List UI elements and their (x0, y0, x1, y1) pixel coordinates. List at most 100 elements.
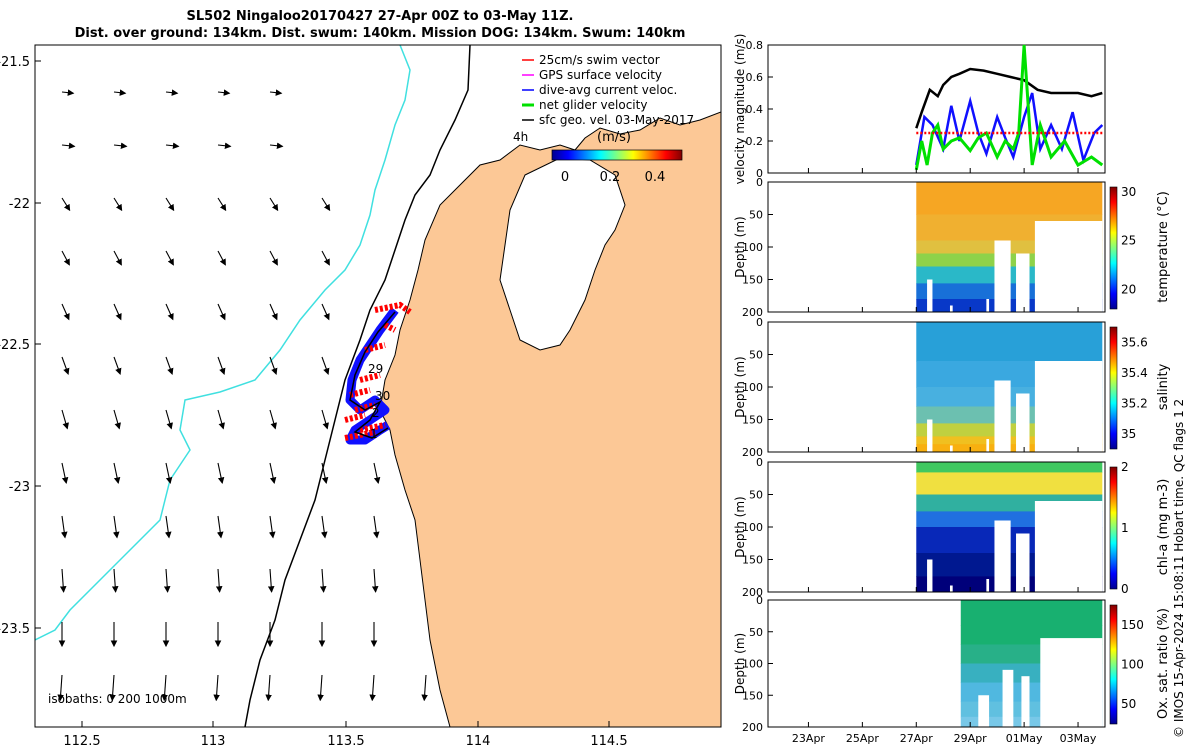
colorbar-tick-label: 35 (1121, 427, 1136, 441)
geo-arrow (269, 142, 284, 150)
profile-gap (1021, 676, 1030, 728)
profile-band (916, 182, 1103, 215)
geo-arrow (321, 356, 330, 375)
profile-gap (1034, 221, 1103, 313)
geo-arrow (61, 89, 75, 96)
geo-arrow (217, 89, 231, 96)
geo-arrow (112, 515, 120, 539)
profile-gap (986, 299, 990, 313)
y-tick-label: 0 (756, 167, 763, 180)
profile-band (916, 472, 1103, 495)
colorbar-tick-label: 1 (1121, 521, 1129, 535)
profile-colorbar (1109, 326, 1118, 450)
geo-arrow (165, 197, 175, 212)
y-tick-label: 0 (756, 456, 763, 469)
time-tick-label: 25Apr (846, 732, 880, 745)
lon-tick-label: 113.5 (327, 734, 364, 749)
lat-tick-label: -23 (9, 480, 30, 495)
geo-arrow (317, 674, 324, 702)
figure-title-line2: Dist. over ground: 134km. Dist. swum: 14… (74, 26, 686, 41)
geo-arrow (217, 250, 226, 266)
y-tick-label: 200 (742, 721, 763, 734)
y-tick-label: 200 (742, 586, 763, 599)
isobath-1000m (35, 45, 411, 641)
geo-arrow (269, 197, 279, 212)
profile-gap (986, 439, 990, 453)
profile-gap (927, 419, 933, 453)
profile-gap (978, 695, 990, 728)
geo-arrow (165, 89, 179, 96)
profile-gap (1016, 253, 1030, 313)
geo-arrow (421, 674, 428, 702)
y-tick-label: 150 (742, 689, 763, 702)
geo-arrow (319, 568, 327, 593)
profile-band (916, 462, 1103, 473)
geo-arrow (61, 356, 70, 375)
y-tick-label: 0.6 (746, 71, 764, 84)
geo-arrow (163, 568, 171, 593)
figure-title-line1: SL502 Ningaloo20170427 27-Apr 00Z to 03-… (186, 9, 574, 24)
colorbar-unit-label: (m/s) (597, 130, 631, 145)
profile-gap (994, 520, 1011, 593)
time-tick-label: 27Apr (900, 732, 934, 745)
geo-arrow (113, 303, 122, 321)
y-tick-label: 100 (742, 241, 763, 254)
y-tick-label: 50 (749, 489, 763, 502)
colorbar-label: salinity (1156, 363, 1171, 410)
geo-arrow (113, 197, 123, 212)
colorbar-tick-label: 0.2 (600, 170, 621, 185)
geo-arrow (61, 462, 69, 485)
geo-arrow (217, 303, 226, 321)
profile-panel: 0 50 100 150 200 Depth (m) 35 35.2 35.4 35.6 salin… (733, 316, 1171, 459)
y-tick-label: 150 (742, 414, 763, 427)
land-mass (379, 111, 721, 727)
map-panel: 112.5 113 113.5 114 114.5 -21.5 -22 -22.5 -23 -23… (0, 44, 722, 749)
y-tick-label: 150 (742, 274, 763, 287)
geo-arrow (57, 674, 64, 702)
geo-arrow (217, 462, 225, 485)
geo-arrow (113, 250, 122, 266)
profile-panel: 0 50 100 150 200 Depth (m) 0 1 2 chl-a (mg m-3) (733, 456, 1171, 599)
day-label: 2 (372, 406, 380, 420)
geo-arrow (59, 568, 67, 593)
profile-panel: 0 50 100 150 200 Depth (m) 20 25 30 temperature (… (733, 176, 1171, 319)
colorbar-label: chl-a (mg m-3) (1156, 479, 1171, 576)
geo-arrow (61, 250, 70, 266)
y-axis-label: Depth (m) (733, 216, 747, 277)
geo-arrow (369, 674, 376, 702)
profile-gap (927, 559, 933, 593)
time-tick-label: 01May (1006, 732, 1043, 745)
y-tick-label: 50 (749, 349, 763, 362)
geo-arrow (61, 303, 70, 321)
colorbar-tick-label: 20 (1121, 282, 1136, 296)
y-axis-label: Depth (m) (733, 633, 747, 694)
profile-gap (986, 579, 990, 593)
map-colorbar (551, 149, 683, 161)
y-tick-label: 100 (742, 521, 763, 534)
y-tick-label: 0 (756, 176, 763, 189)
profile-gap (949, 305, 953, 313)
colorbar-tick-label: 50 (1121, 697, 1136, 711)
profile-gap (1034, 501, 1103, 593)
y-tick-label: 0.8 (746, 39, 764, 52)
interval-label: 4h (513, 130, 528, 144)
geo-arrow (217, 142, 232, 150)
isobaths-note: isobaths: 0 200 1000m (48, 692, 187, 706)
geo-arrow (165, 409, 173, 430)
geo-arrow (165, 462, 173, 485)
y-axis-label: Depth (m) (733, 356, 747, 417)
profile-gap (994, 240, 1011, 313)
y-axis-label: Depth (m) (733, 496, 747, 557)
profile-gap (1040, 638, 1103, 728)
lon-tick-label: 113 (201, 734, 226, 749)
profile-gap (949, 445, 953, 453)
velocity-series-line (914, 44, 1104, 171)
profile-band (960, 716, 1103, 728)
colorbar-tick-label: 0 (561, 170, 569, 185)
legend-entry: net glider velocity (539, 98, 647, 112)
geo-arrow (61, 197, 71, 212)
